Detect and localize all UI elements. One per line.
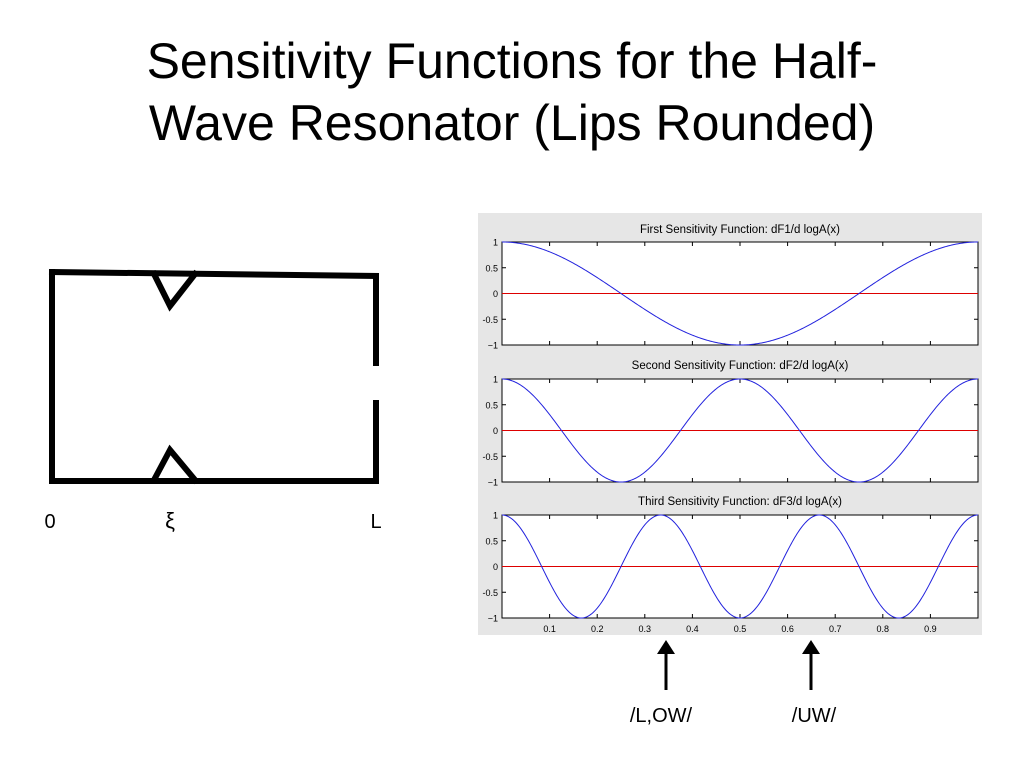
y-tick-label-2-1: 0.5 [485, 400, 498, 410]
x-tick-label-2: 0.3 [639, 624, 652, 634]
y-tick-label-3-1: 0.5 [485, 536, 498, 546]
y-tick-label-1-3: -0.5 [482, 315, 498, 325]
y-tick-label-2-3: -0.5 [482, 452, 498, 462]
x-tick-label-0: 0.1 [543, 624, 556, 634]
y-tick-label-1-4: −1 [488, 341, 498, 351]
x-tick-label-1: 0.2 [591, 624, 604, 634]
y-tick-label-3-4: −1 [488, 614, 498, 624]
arrow-lw-label: /L,OW/ [630, 705, 693, 727]
chart-title-3: Third Sensitivity Function: dF3/d logA(x… [638, 496, 842, 508]
label-xi: ξ [165, 508, 175, 533]
label-origin: 0 [44, 511, 55, 533]
x-tick-label-4: 0.5 [734, 624, 747, 634]
top-constriction [149, 269, 200, 312]
label-length: L [370, 511, 381, 533]
chart-title-2: Second Sensitivity Function: dF2/d logA(… [632, 360, 849, 372]
y-tick-label-3-3: -0.5 [482, 588, 498, 598]
series-line-2 [501, 378, 979, 483]
y-tick-label-2-2: 0 [493, 426, 498, 436]
y-tick-label-2-0: 1 [493, 375, 498, 385]
x-tick-label-5: 0.6 [781, 624, 794, 634]
y-tick-label-1-2: 0 [493, 289, 498, 299]
slide-title-line-2: Wave Resonator (Lips Rounded) [148, 95, 876, 151]
y-tick-label-3-2: 0 [493, 562, 498, 572]
y-tick-label-3-0: 1 [493, 511, 498, 521]
y-tick-label-1-1: 0.5 [485, 263, 498, 273]
x-tick-label-8: 0.9 [924, 624, 937, 634]
tube-top-wall [48, 268, 380, 280]
x-tick-label-3: 0.4 [686, 624, 699, 634]
arrow-uw-label: /UW/ [792, 705, 837, 727]
series-line-1 [501, 241, 979, 346]
x-tick-label-7: 0.8 [877, 624, 890, 634]
slide-title-line-1: Sensitivity Functions for the Half- [146, 33, 878, 89]
series-line-3 [501, 514, 979, 619]
y-tick-label-1-0: 1 [493, 238, 498, 248]
chart-title-1: First Sensitivity Function: dF1/d logA(x… [640, 224, 840, 236]
bottom-constriction [149, 444, 200, 485]
y-tick-label-2-4: −1 [488, 478, 498, 488]
arrow-uw [802, 640, 820, 690]
slide-title: Sensitivity Functions for the Half- Wave… [0, 30, 1024, 154]
arrow-lw [657, 640, 675, 690]
x-tick-label-6: 0.7 [829, 624, 842, 634]
